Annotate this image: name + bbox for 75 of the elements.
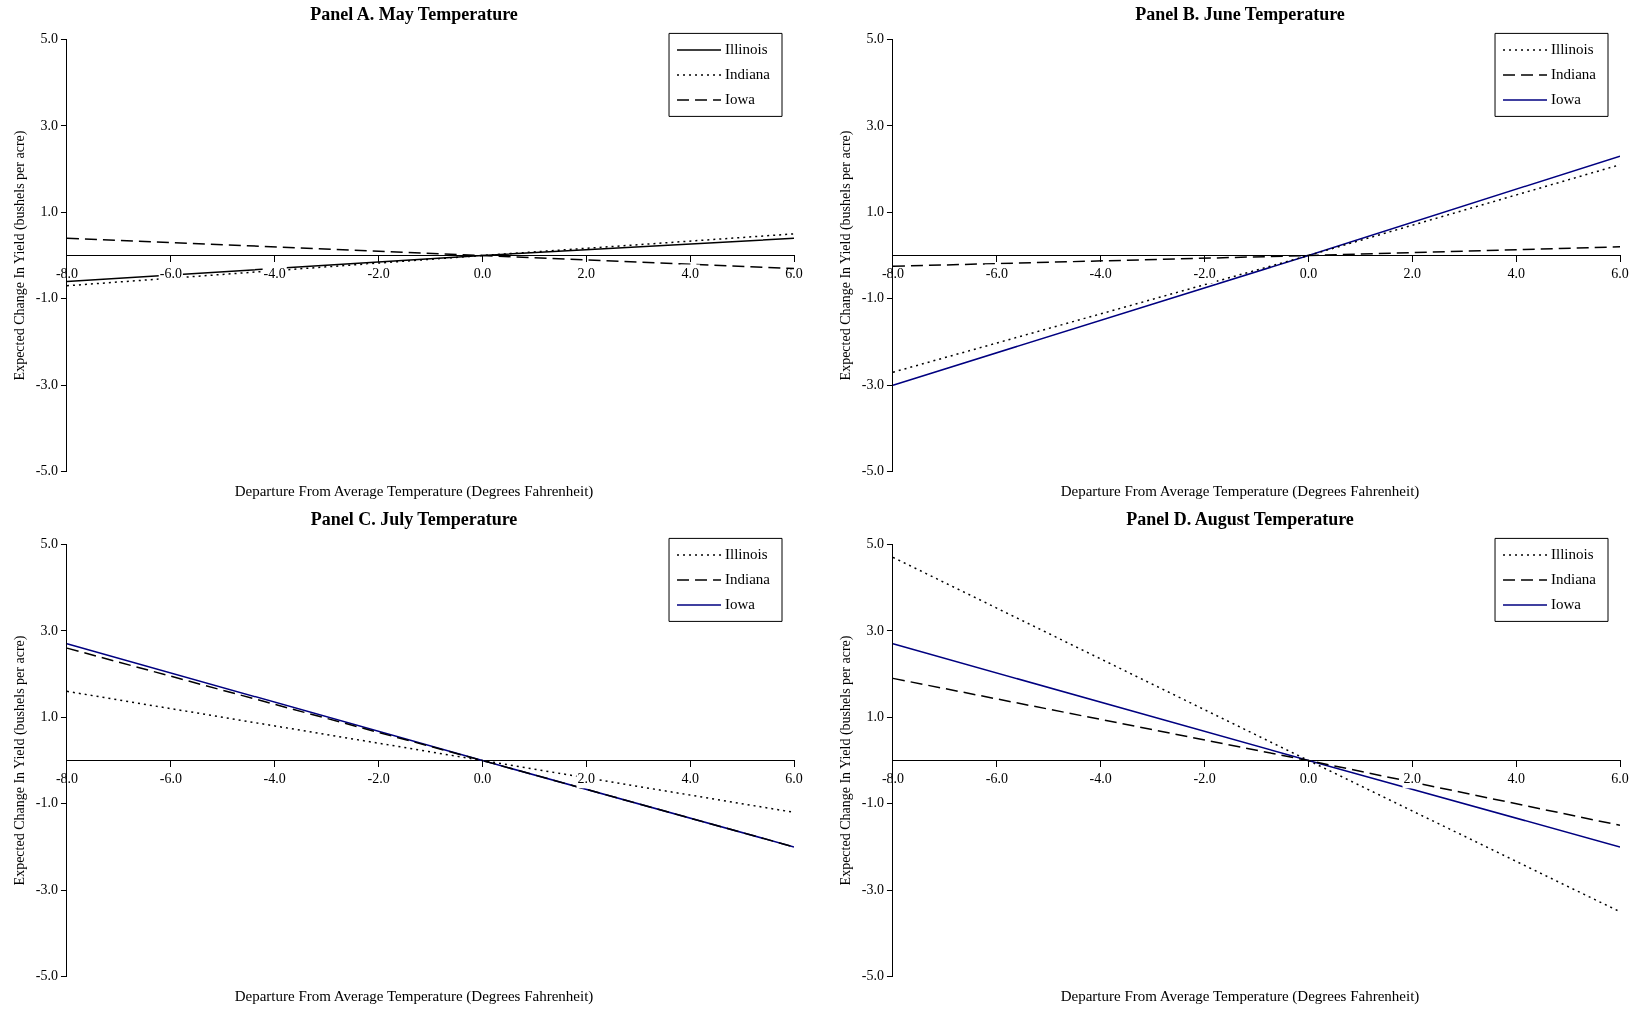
- legend-label: Iowa: [1551, 595, 1582, 612]
- y-tick-label: -3.0: [861, 376, 884, 392]
- x-tick-label: -4.0: [1089, 770, 1112, 786]
- x-tick-label: -6.0: [985, 770, 1008, 786]
- x-tick-label: -6.0: [159, 265, 182, 281]
- y-tick-label: -3.0: [35, 376, 58, 392]
- x-tick-label: 4.0: [1507, 770, 1525, 786]
- x-axis-title: Departure From Average Temperature (Degrees Fahrenheit): [233, 988, 595, 1006]
- y-tick-label: -1.0: [861, 795, 884, 811]
- y-axis-title: Expected Change In Yield (bushels per acre): [12, 130, 29, 381]
- x-tick-label: 4.0: [681, 265, 699, 281]
- x-tick-label: -4.0: [263, 265, 286, 281]
- x-tick-label: -2.0: [1193, 770, 1216, 786]
- x-tick-label: 4.0: [681, 770, 699, 786]
- legend-label: Indiana: [725, 570, 771, 587]
- y-tick-label: -1.0: [35, 795, 58, 811]
- y-tick-label: 3.0: [40, 622, 58, 638]
- legend-label: Iowa: [725, 90, 756, 107]
- x-tick-label: -6.0: [985, 265, 1008, 281]
- x-tick-label: 2.0: [577, 265, 596, 281]
- y-tick-label: -5.0: [35, 463, 58, 479]
- y-tick-label: 3.0: [866, 622, 884, 638]
- y-tick-label: 1.0: [40, 708, 58, 724]
- x-axis-title: Departure From Average Temperature (Degrees Fahrenheit): [1059, 988, 1421, 1006]
- x-tick-label: -2.0: [367, 265, 390, 281]
- y-tick-label: 1.0: [866, 708, 884, 724]
- x-tick-label: 6.0: [785, 770, 803, 786]
- x-tick-label: -4.0: [263, 770, 286, 786]
- y-tick-label: 3.0: [40, 117, 58, 133]
- x-tick-label: 2.0: [1403, 265, 1422, 281]
- x-tick-label: 0.0: [1299, 770, 1318, 786]
- y-tick-label: 3.0: [866, 117, 884, 133]
- y-tick-label: 1.0: [866, 203, 884, 219]
- x-tick-label: -4.0: [1089, 265, 1112, 281]
- legend-label: Illinois: [725, 40, 768, 57]
- legend-label: Indiana: [725, 65, 771, 82]
- y-tick-label: -1.0: [35, 290, 58, 306]
- y-tick-label: -3.0: [861, 881, 884, 897]
- chart-title: Panel C. July Temperature: [309, 509, 519, 531]
- y-axis-title: Expected Change In Yield (bushels per acre): [838, 130, 855, 381]
- legend-label: Indiana: [1551, 570, 1597, 587]
- x-tick-label: -2.0: [1193, 265, 1216, 281]
- y-axis-title: Expected Change In Yield (bushels per acre): [838, 635, 855, 886]
- legend-label: Illinois: [725, 545, 768, 562]
- y-tick-label: -5.0: [861, 463, 884, 479]
- y-tick-label: 1.0: [40, 203, 58, 219]
- y-axis-title: Expected Change In Yield (bushels per acre): [12, 635, 29, 886]
- x-tick-label: 0.0: [473, 770, 492, 786]
- y-tick-label: -3.0: [35, 881, 58, 897]
- chart-title: Panel A. May Temperature: [309, 4, 519, 26]
- legend-label: Iowa: [725, 595, 756, 612]
- x-tick-label: -2.0: [367, 770, 390, 786]
- x-tick-label: 6.0: [1611, 770, 1629, 786]
- x-tick-label: -6.0: [159, 770, 182, 786]
- x-axis-title: Departure From Average Temperature (Degrees Fahrenheit): [233, 483, 595, 501]
- legend-label: Iowa: [1551, 90, 1582, 107]
- y-tick-label: 5.0: [866, 31, 884, 47]
- y-tick-label: -1.0: [861, 290, 884, 306]
- y-tick-label: 5.0: [866, 536, 884, 552]
- y-tick-label: 5.0: [40, 31, 58, 47]
- chart-title: Panel B. June Temperature: [1134, 4, 1346, 26]
- x-tick-label: 2.0: [1403, 770, 1422, 786]
- legend-label: Indiana: [1551, 65, 1597, 82]
- y-tick-label: -5.0: [861, 968, 884, 984]
- x-tick-label: 2.0: [577, 770, 596, 786]
- x-tick-label: 4.0: [1507, 265, 1525, 281]
- legend-label: Illinois: [1551, 40, 1594, 57]
- legend-label: Illinois: [1551, 545, 1594, 562]
- x-tick-label: 6.0: [1611, 265, 1629, 281]
- x-tick-label: 0.0: [1299, 265, 1318, 281]
- y-tick-label: 5.0: [40, 536, 58, 552]
- x-tick-label: 0.0: [473, 265, 492, 281]
- x-axis-title: Departure From Average Temperature (Degrees Fahrenheit): [1059, 483, 1421, 501]
- chart-title: Panel D. August Temperature: [1125, 509, 1355, 531]
- y-tick-label: -5.0: [35, 968, 58, 984]
